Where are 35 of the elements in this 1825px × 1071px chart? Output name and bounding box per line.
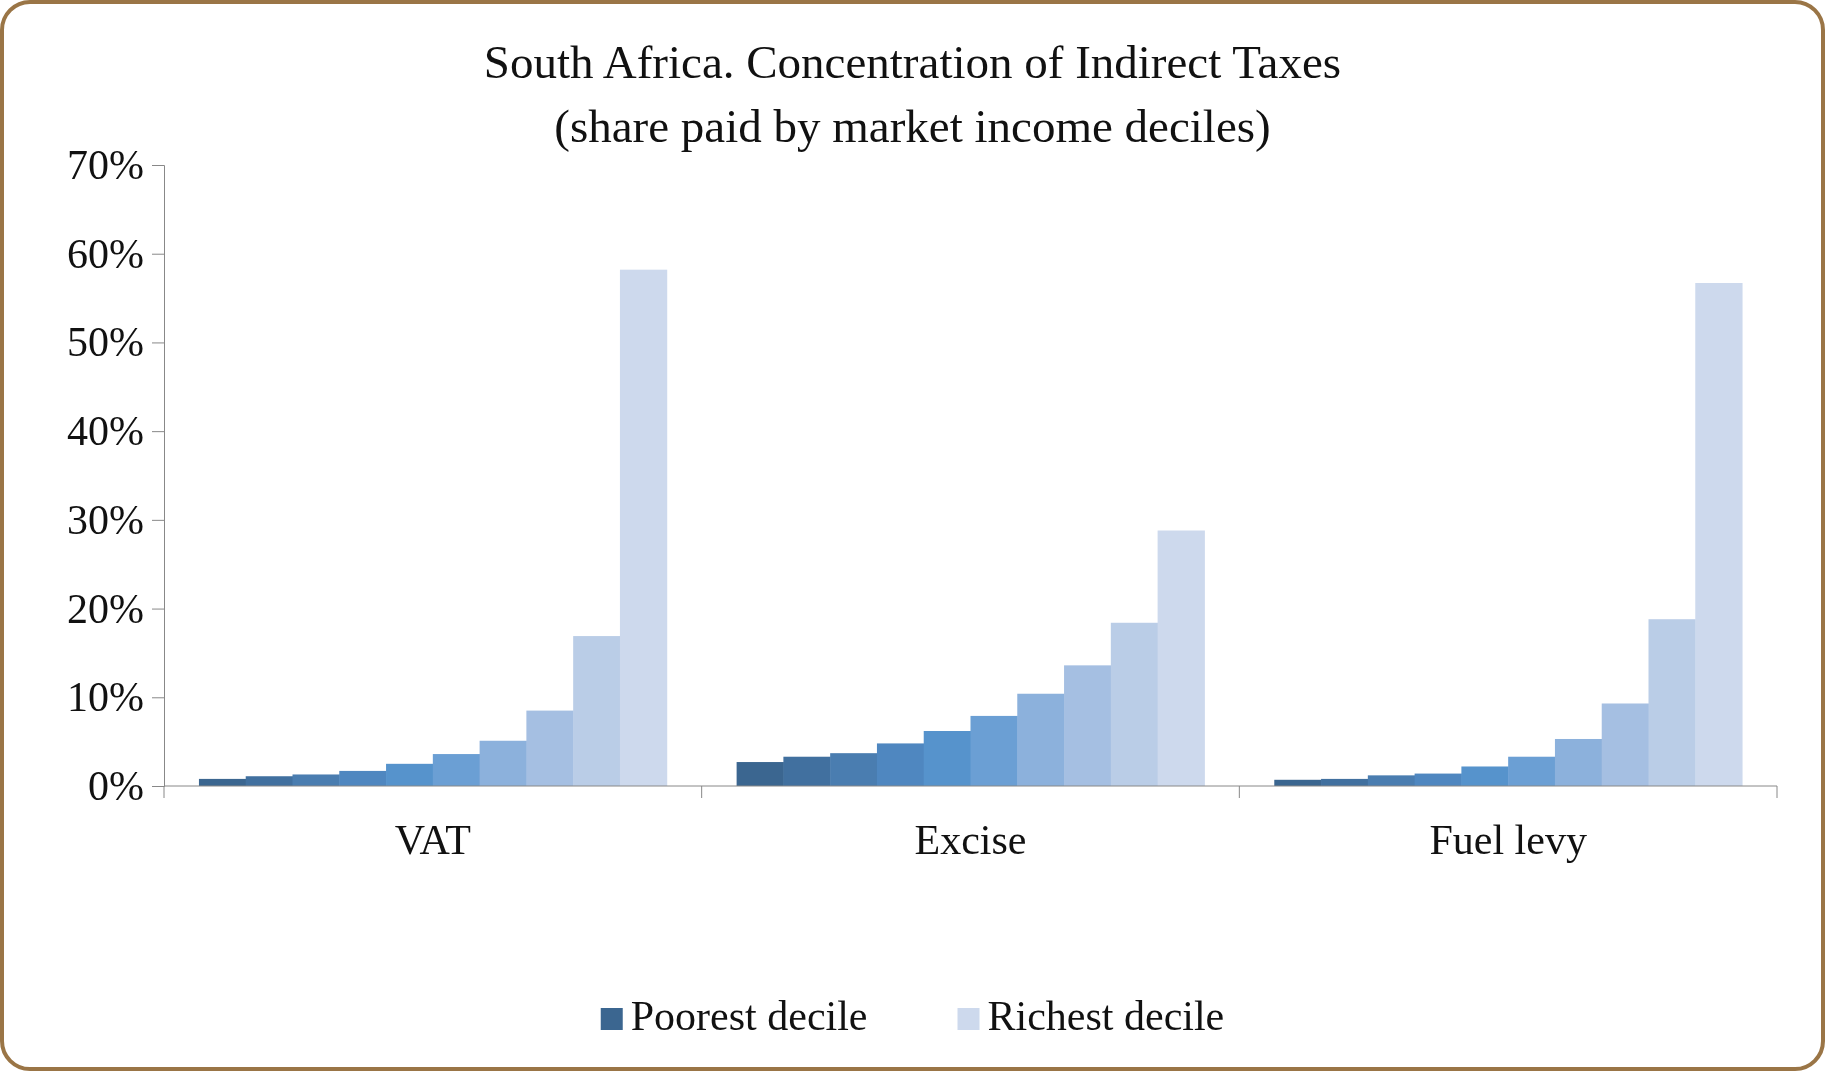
y-tick-label: 50% (67, 319, 144, 366)
y-tick-label: 60% (67, 230, 144, 277)
y-tick-label: 10% (67, 674, 144, 721)
y-tick-label: 30% (67, 496, 144, 543)
legend-label: Richest decile (987, 993, 1225, 1039)
bar (1601, 703, 1649, 786)
bar (970, 715, 1018, 786)
bar (830, 753, 878, 786)
bar (1367, 775, 1416, 786)
bar (1508, 756, 1556, 786)
bar (1110, 622, 1159, 786)
bar (1157, 530, 1205, 786)
bar (736, 762, 784, 786)
bar (526, 710, 574, 786)
x-tick-label: Fuel levy (1429, 817, 1587, 863)
chart-title: South Africa. Concentration of Indirect Taxes (share paid by market income deciles) (483, 36, 1342, 152)
x-tick-label: VAT (394, 817, 471, 863)
bar (1695, 282, 1743, 786)
bar (1554, 738, 1603, 786)
y-tick-label: 20% (67, 585, 144, 632)
bar (479, 740, 527, 786)
x-tick-label: Excise (914, 817, 1027, 863)
bar (783, 756, 831, 786)
bar (1064, 665, 1112, 786)
bar (573, 636, 621, 786)
bar (1017, 693, 1065, 786)
bar (1648, 619, 1696, 786)
bar (432, 754, 481, 786)
y-tick-label: 40% (67, 408, 144, 455)
y-tick-label: 0% (88, 762, 144, 809)
legend-label: Poorest decile (630, 993, 868, 1039)
bar (619, 269, 668, 786)
bar (292, 774, 340, 786)
bar (245, 776, 293, 786)
y-tick-label: 70% (67, 141, 144, 188)
